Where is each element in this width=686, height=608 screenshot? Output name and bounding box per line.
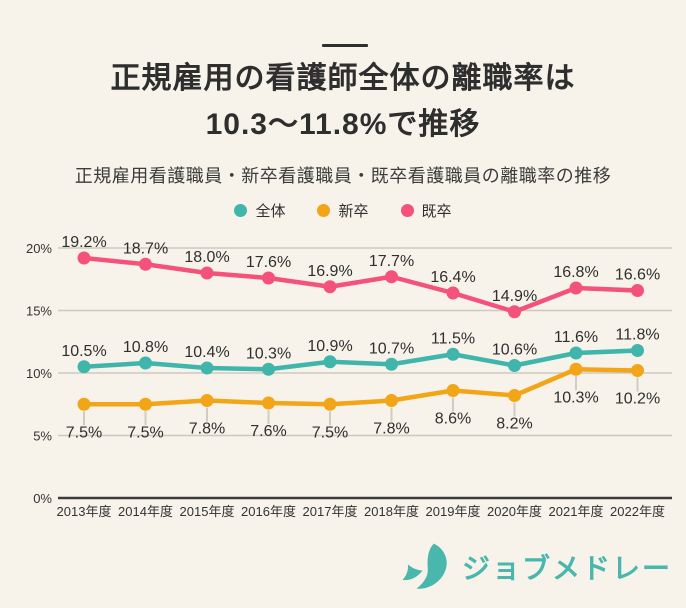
y-axis-tick-label: 5% xyxy=(33,429,52,444)
x-axis-tick-label: 2016年度 xyxy=(241,504,296,519)
chart-subtitle: 正規雇用看護職員・新卒看護職員・既卒看護職員の離職率の推移 xyxy=(74,166,612,186)
data-point-全体-2019年度 xyxy=(446,347,460,361)
legend-dot-icon xyxy=(317,204,331,217)
value-label-新卒-2016年度: 7.6% xyxy=(250,423,286,440)
value-label-既卒-2019年度: 16.4% xyxy=(430,269,475,286)
data-point-新卒-2016年度 xyxy=(262,396,275,410)
data-point-既卒-2020年度 xyxy=(508,305,521,319)
x-axis-tick-label: 2019年度 xyxy=(426,504,481,519)
data-point-全体-2014年度 xyxy=(139,356,152,370)
page-title-line2: 10.3〜11.8%で推移 xyxy=(205,108,481,141)
legend-label: 新卒 xyxy=(338,203,369,220)
data-point-新卒-2013年度 xyxy=(77,397,91,411)
value-label-新卒-2018年度: 7.8% xyxy=(373,421,409,438)
value-label-新卒-2017年度: 7.5% xyxy=(312,424,348,441)
x-axis-tick-label: 2013年度 xyxy=(57,504,112,519)
value-label-既卒-2014年度: 18.7% xyxy=(123,240,168,257)
y-axis-tick-label: 10% xyxy=(26,366,52,381)
value-label-全体-2018年度: 10.7% xyxy=(369,340,414,357)
data-point-新卒-2015年度 xyxy=(200,394,214,407)
data-point-既卒-2022年度 xyxy=(631,284,644,297)
value-label-新卒-2019年度: 8.6% xyxy=(435,411,471,428)
data-point-新卒-2022年度 xyxy=(631,364,644,377)
data-point-全体-2016年度 xyxy=(262,362,275,376)
data-point-既卒-2019年度 xyxy=(446,286,460,300)
series-line-既卒 xyxy=(81,255,640,314)
series-line-新卒 xyxy=(81,367,640,407)
data-point-新卒-2018年度 xyxy=(385,394,398,407)
value-label-全体-2015年度: 10.4% xyxy=(184,344,229,361)
y-axis-tick-label: 0% xyxy=(33,491,52,506)
data-point-全体-2015年度 xyxy=(200,361,214,375)
data-point-既卒-2014年度 xyxy=(139,257,152,271)
legend: 全体 新卒 既卒 xyxy=(0,200,686,221)
value-label-全体-2022年度: 11.8% xyxy=(615,327,659,344)
data-point-全体-2022年度 xyxy=(631,344,644,357)
value-label-全体-2014年度: 10.8% xyxy=(123,339,168,356)
value-label-新卒-2022年度: 10.2% xyxy=(615,391,660,408)
data-point-全体-2021年度 xyxy=(569,346,583,360)
jobmedley-crescent-icon xyxy=(402,543,447,589)
value-label-新卒-2015年度: 7.8% xyxy=(189,421,225,438)
legend-dot-icon xyxy=(400,204,414,217)
page-title: 正規雇用の看護師全体の離職率は 10.3〜11.8%で推移 xyxy=(0,56,686,148)
x-axis-tick-label: 2014年度 xyxy=(118,504,173,519)
value-label-既卒-2015年度: 18.0% xyxy=(184,249,229,266)
data-point-既卒-2017年度 xyxy=(323,280,337,294)
value-label-新卒-2020年度: 8.2% xyxy=(496,416,532,433)
turnover-line-chart: 0% 5% 10% 15% 20% 2013年度 2014年度 2015年度 2016年度 201… xyxy=(0,232,686,532)
y-axis-tick-label: 15% xyxy=(26,304,52,319)
series-line-全体 xyxy=(81,348,640,372)
data-point-新卒-2020年度 xyxy=(508,389,521,402)
x-axis-tick-label: 2022年度 xyxy=(610,504,665,519)
value-label-既卒-2016年度: 17.6% xyxy=(246,254,291,271)
legend-label: 既卒 xyxy=(421,203,452,220)
value-label-既卒-2013年度: 19.2% xyxy=(61,234,106,251)
value-label-新卒-2014年度: 7.5% xyxy=(127,424,163,441)
value-label-全体-2016年度: 10.3% xyxy=(246,345,291,362)
chart-svg: 0% 5% 10% 15% 20% 2013年度 2014年度 2015年度 2016年度 201… xyxy=(26,234,672,519)
value-label-既卒-2017年度: 16.9% xyxy=(307,263,352,280)
data-point-既卒-2021年度 xyxy=(569,281,583,295)
data-point-全体-2013年度 xyxy=(77,360,91,374)
legend-label: 全体 xyxy=(255,203,286,220)
value-label-全体-2017年度: 10.9% xyxy=(307,338,352,355)
value-label-全体-2019年度: 11.5% xyxy=(431,330,475,347)
value-label-既卒-2020年度: 14.9% xyxy=(492,288,537,305)
legend-item-新卒: 新卒 xyxy=(317,200,369,221)
value-label-既卒-2022年度: 16.6% xyxy=(615,267,660,284)
data-point-全体-2020年度 xyxy=(508,359,521,372)
jobmedley-logo-text: ジョブメドレー xyxy=(461,553,672,584)
page-title-line1: 正規雇用の看護師全体の離職率は xyxy=(110,62,576,95)
x-axis-tick-label: 2015年度 xyxy=(180,504,235,519)
value-label-新卒-2021年度: 10.3% xyxy=(553,389,598,406)
x-axis-tick-label: 2017年度 xyxy=(303,504,358,519)
data-point-新卒-2021年度 xyxy=(569,362,583,376)
value-label-全体-2020年度: 10.6% xyxy=(492,342,537,359)
legend-dot-icon xyxy=(234,204,248,217)
data-point-新卒-2019年度 xyxy=(446,384,460,397)
data-point-新卒-2014年度 xyxy=(139,397,152,411)
value-label-全体-2013年度: 10.5% xyxy=(61,343,106,360)
value-label-既卒-2018年度: 17.7% xyxy=(369,253,414,270)
legend-item-全体: 全体 xyxy=(234,200,285,221)
legend-item-既卒: 既卒 xyxy=(400,200,452,221)
brand-logo: ジョブメドレー xyxy=(400,538,672,596)
value-label-新卒-2013年度: 7.5% xyxy=(66,424,102,441)
data-point-既卒-2013年度 xyxy=(77,251,91,265)
data-point-全体-2018年度 xyxy=(385,357,398,371)
x-axis-tick-label: 2021年度 xyxy=(549,504,604,519)
x-axis-tick-label: 2018年度 xyxy=(364,504,419,519)
value-label-既卒-2021年度: 16.8% xyxy=(553,264,598,281)
y-axis-tick-label: 20% xyxy=(26,241,52,256)
data-point-新卒-2017年度 xyxy=(323,397,337,411)
data-point-全体-2017年度 xyxy=(323,355,337,369)
value-label-全体-2021年度: 11.6% xyxy=(554,329,598,346)
title-divider xyxy=(322,44,368,47)
data-point-既卒-2015年度 xyxy=(200,266,214,280)
x-axis-tick-label: 2020年度 xyxy=(487,504,542,519)
data-point-既卒-2016年度 xyxy=(262,271,275,285)
data-point-既卒-2018年度 xyxy=(385,270,398,284)
